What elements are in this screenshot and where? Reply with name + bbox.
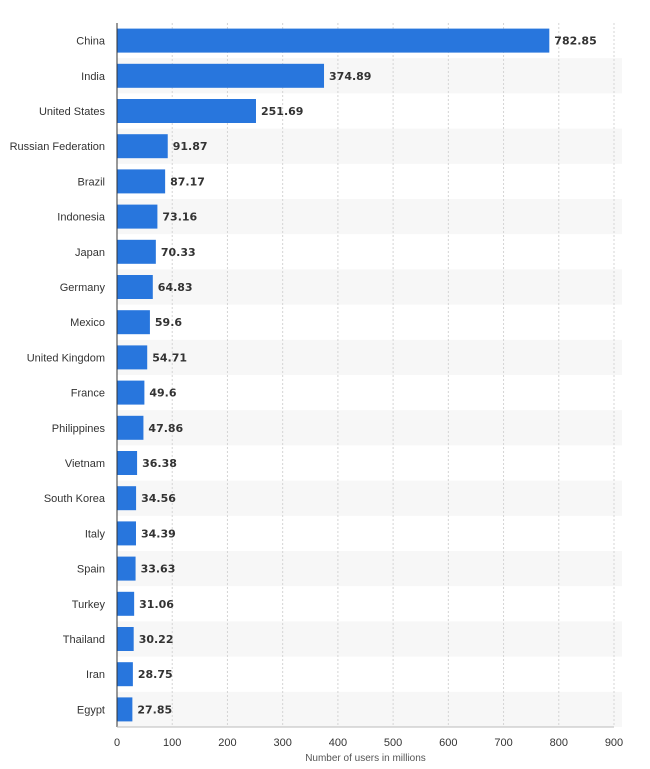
grid-lines bbox=[171, 23, 615, 727]
bar bbox=[117, 275, 153, 299]
bar bbox=[117, 697, 133, 722]
x-tick-label: 800 bbox=[550, 737, 568, 749]
row-band bbox=[117, 410, 622, 446]
bar bbox=[117, 345, 148, 370]
category-label: Vietnam bbox=[65, 458, 105, 470]
bar bbox=[117, 451, 138, 475]
bar bbox=[117, 556, 136, 581]
row-bands bbox=[117, 58, 622, 727]
row-band bbox=[117, 339, 622, 375]
bar bbox=[117, 134, 168, 159]
value-label: 27.85 bbox=[137, 703, 172, 716]
value-label: 374.89 bbox=[329, 70, 371, 83]
value-label: 34.39 bbox=[141, 527, 176, 540]
x-tick-labels: 0 100 200 300 400 500 600 700 800 900 bbox=[114, 737, 623, 749]
value-label: 73.16 bbox=[162, 211, 197, 224]
bar bbox=[117, 28, 550, 53]
x-tick-label: 400 bbox=[329, 737, 347, 749]
x-axis-title: Number of users in millions bbox=[305, 753, 426, 764]
value-label: 64.83 bbox=[158, 281, 193, 294]
category-label: South Korea bbox=[44, 493, 106, 505]
value-label: 87.17 bbox=[170, 175, 205, 188]
value-label: 251.69 bbox=[261, 105, 303, 118]
bar bbox=[117, 169, 166, 194]
value-label: 30.22 bbox=[139, 633, 174, 646]
value-labels: 782.85 374.89 251.69 91.87 87.17 73.16 70.33 64… bbox=[137, 35, 596, 717]
x-tick-label: 0 bbox=[114, 737, 120, 749]
value-label: 47.86 bbox=[148, 422, 183, 435]
value-label: 36.38 bbox=[142, 457, 177, 470]
x-tick-label: 300 bbox=[273, 737, 291, 749]
axes bbox=[116, 23, 614, 728]
row-band bbox=[117, 551, 622, 587]
row-band bbox=[117, 691, 622, 727]
x-tick-label: 200 bbox=[218, 737, 236, 749]
value-label: 28.75 bbox=[138, 668, 173, 681]
category-labels: China India United States Russian Federatio… bbox=[10, 36, 106, 717]
x-tick-label: 600 bbox=[439, 737, 457, 749]
category-label: Iran bbox=[86, 669, 105, 681]
category-label: Philippines bbox=[52, 423, 106, 435]
bar bbox=[117, 380, 145, 405]
category-label: France bbox=[71, 388, 105, 400]
value-label: 54.71 bbox=[152, 351, 187, 364]
category-label: Mexico bbox=[70, 317, 105, 329]
value-label: 782.85 bbox=[554, 35, 596, 48]
bar bbox=[117, 310, 150, 335]
value-label: 34.56 bbox=[141, 492, 176, 505]
value-label: 91.87 bbox=[173, 140, 208, 153]
bar bbox=[117, 627, 134, 651]
bar bbox=[117, 99, 256, 123]
bar bbox=[117, 662, 133, 687]
bar bbox=[117, 591, 135, 616]
category-label: United States bbox=[39, 106, 106, 118]
x-tick-label: 700 bbox=[494, 737, 512, 749]
category-label: Russian Federation bbox=[10, 141, 105, 153]
category-label: Brazil bbox=[77, 176, 105, 188]
value-label: 49.6 bbox=[149, 387, 176, 400]
x-tick-label: 900 bbox=[605, 737, 623, 749]
bars bbox=[117, 28, 550, 722]
category-label: Germany bbox=[60, 282, 106, 294]
bar bbox=[117, 521, 136, 546]
category-label: India bbox=[81, 71, 106, 83]
category-label: Thailand bbox=[63, 634, 105, 646]
category-label: Turkey bbox=[72, 599, 106, 611]
category-label: Indonesia bbox=[57, 212, 106, 224]
category-label: Japan bbox=[75, 247, 105, 259]
value-label: 59.6 bbox=[155, 316, 182, 329]
value-label: 31.06 bbox=[139, 598, 174, 611]
row-band bbox=[117, 199, 622, 235]
bar bbox=[117, 63, 325, 88]
value-label: 33.63 bbox=[141, 563, 176, 576]
category-label: United Kingdom bbox=[27, 352, 105, 364]
value-label: 70.33 bbox=[161, 246, 196, 259]
x-tick-label: 500 bbox=[384, 737, 402, 749]
category-label: China bbox=[76, 36, 106, 48]
bar bbox=[117, 415, 144, 440]
bar bbox=[117, 486, 137, 511]
category-label: Egypt bbox=[77, 704, 105, 716]
row-band bbox=[117, 269, 622, 305]
row-band bbox=[117, 128, 622, 164]
x-tick-label: 100 bbox=[163, 737, 181, 749]
category-label: Italy bbox=[85, 528, 106, 540]
bar bbox=[117, 204, 158, 229]
row-band bbox=[117, 480, 622, 516]
bar bbox=[117, 239, 156, 264]
category-label: Spain bbox=[77, 564, 105, 576]
row-band bbox=[117, 621, 622, 657]
